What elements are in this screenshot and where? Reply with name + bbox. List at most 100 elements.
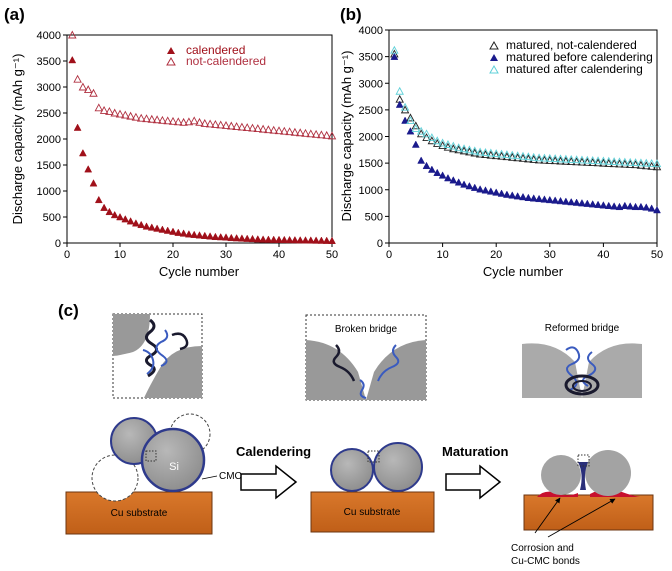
data-point [216, 232, 225, 241]
data-point [524, 193, 533, 201]
x-tick-label: 10 [114, 249, 126, 261]
y-tick-label: 1500 [37, 160, 61, 172]
data-point [599, 156, 608, 165]
data-point [647, 158, 656, 167]
y-tick-label: 3000 [359, 78, 383, 90]
data-point [131, 219, 140, 227]
data-point [105, 106, 114, 115]
cmc-chain [377, 344, 400, 382]
reformed-bridge-label: Reformed bridge [545, 323, 620, 334]
data-point [137, 220, 146, 229]
data-point [551, 196, 560, 204]
data-point [73, 74, 82, 83]
legend-marker-not-calendered [166, 56, 176, 66]
data-point [609, 157, 619, 165]
legend-marker-matured-after [489, 64, 499, 74]
x-tick-label: 50 [651, 249, 663, 261]
data-point [274, 126, 284, 135]
cmc-knot [564, 374, 600, 396]
data-point [545, 156, 555, 164]
process-arrow [445, 464, 502, 500]
data-point [406, 116, 415, 124]
data-point [290, 235, 299, 244]
data-point [599, 201, 608, 209]
data-point [115, 109, 125, 118]
data-point [248, 123, 257, 132]
data-point [631, 158, 640, 167]
data-point [269, 125, 278, 134]
inset-contact [112, 313, 203, 399]
data-point [470, 146, 480, 155]
data-point [264, 235, 273, 243]
data-point [631, 160, 640, 169]
cu-substrate [523, 494, 654, 531]
cmc-pointer [201, 475, 218, 480]
y-tick-label: 1500 [359, 158, 383, 170]
data-point [577, 157, 587, 166]
data-point [449, 144, 458, 153]
data-point [561, 154, 571, 163]
data-point [99, 105, 109, 114]
data-point [535, 194, 543, 203]
y-tick-label: 3500 [37, 56, 61, 68]
data-point [411, 121, 421, 130]
data-point [248, 234, 257, 243]
cu-substrate-label: Cu substrate [344, 507, 401, 518]
x-tick-label: 0 [64, 249, 70, 261]
data-point [395, 86, 404, 95]
data-point [432, 138, 442, 147]
data-point [583, 199, 592, 207]
data-point [116, 212, 124, 221]
data-point [604, 156, 614, 165]
data-point [328, 236, 336, 244]
data-point [306, 129, 316, 138]
data-point [169, 227, 177, 235]
inset-reformed-bridge: Reformed bridge [522, 318, 642, 398]
data-point [443, 140, 453, 148]
process-arrow [240, 464, 298, 500]
data-point [416, 126, 426, 135]
data-point [567, 197, 576, 206]
data-point [626, 202, 635, 210]
tick-group: 0 10 20 30 40 5005001000150020002500300035004… [37, 30, 339, 261]
data-point [625, 160, 635, 168]
data-point [311, 129, 321, 138]
si-label: Si [169, 461, 179, 473]
data-point [454, 145, 463, 154]
data-point [524, 152, 533, 161]
si-particle [541, 455, 581, 495]
data-point [540, 155, 549, 164]
x-tick-label: 10 [436, 249, 448, 261]
y-tick-label: 1000 [37, 186, 61, 198]
data-point [433, 168, 442, 176]
data-point [73, 123, 82, 131]
panel-label-c: (c) [58, 301, 79, 320]
data-point [422, 161, 431, 170]
data-point [94, 103, 104, 112]
data-point [200, 118, 210, 127]
x-tick-label: 30 [544, 249, 556, 261]
data-point [438, 141, 447, 150]
data-point [285, 127, 294, 136]
cu-substrate-label: Cu substrate [111, 508, 168, 519]
data-point [301, 236, 310, 244]
chart-a: 0 10 20 30 40 5005001000150020002500300035004… [10, 30, 338, 279]
data-point [647, 204, 656, 212]
x-tick-label: 40 [597, 249, 609, 261]
data-point [599, 158, 608, 167]
data-point [147, 114, 157, 123]
data-point [438, 171, 447, 179]
data-point [168, 116, 178, 125]
data-point [443, 142, 453, 151]
data-point [295, 128, 305, 137]
data-point [620, 201, 629, 209]
legend-marker-matured-before [490, 54, 498, 61]
mechanism-diagram: Broken bridge Reformed bridge Cu substra… [65, 313, 654, 567]
x-tick-label: 0 [386, 249, 392, 261]
data-point [572, 155, 581, 164]
data-point [237, 234, 246, 242]
data-point [486, 148, 496, 157]
data-point [264, 125, 273, 134]
y-tick-label: 2000 [359, 132, 383, 144]
